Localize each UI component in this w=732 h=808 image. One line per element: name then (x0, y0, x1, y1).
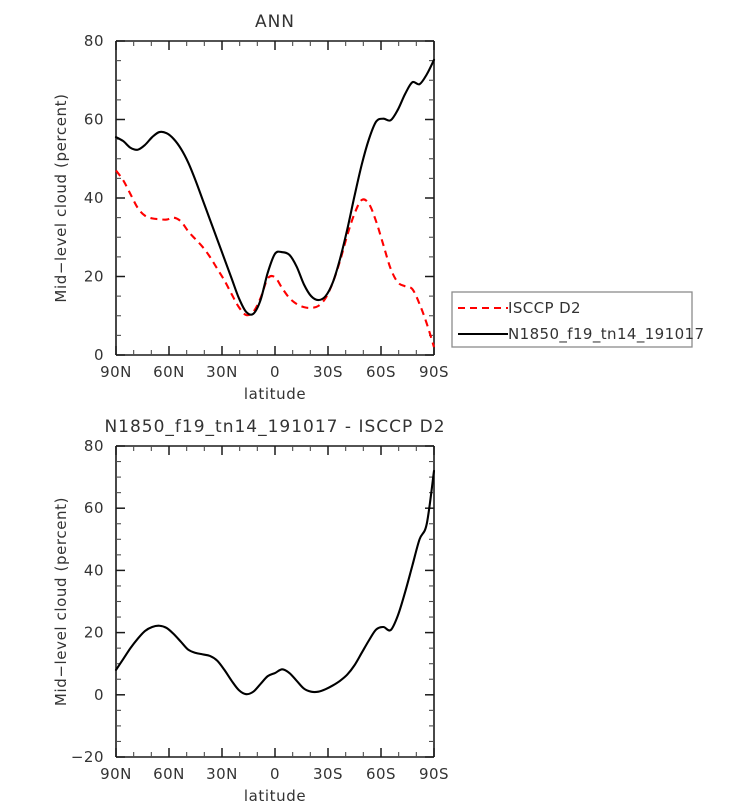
xtick-label: 60S (366, 765, 396, 783)
panel-title-1: N1850_f19_tn14_191017 - ISCCP D2 (104, 417, 445, 437)
x-axis-title-1: latitude (244, 787, 306, 805)
series-line-n1850-f19-tn14-191017-isccp-d2 (114, 469, 436, 696)
y-axis-ticks-1: −20 0 20 40 60 80 (71, 437, 434, 766)
ytick-label: 0 (94, 346, 104, 364)
ytick-label: 60 (84, 499, 104, 517)
xtick-label: 90N (100, 363, 132, 381)
xtick-label: 30N (206, 363, 238, 381)
xtick-label: 90N (100, 765, 132, 783)
xtick-label: 60S (366, 363, 396, 381)
ytick-label: 60 (84, 111, 104, 129)
xtick-label: 0 (270, 765, 280, 783)
xtick-label: 90S (419, 363, 449, 381)
series-line-n1850-f19-tn14-191017 (114, 58, 436, 316)
y-axis-title-0: Mid−level cloud (percent) (52, 93, 70, 302)
xtick-label: 30S (313, 765, 343, 783)
ytick-label: 20 (84, 268, 104, 286)
panel-climatology: ANN 90N 60N 30N 0 30S 60S 90S latitude 0 20 40 60 80 M… (52, 12, 449, 403)
xtick-label: 90S (419, 765, 449, 783)
legend-label-0: ISCCP D2 (508, 299, 581, 317)
legend-label-1: N1850_f19_tn14_191017 (508, 325, 704, 344)
x-axis-ticks-1: 90N 60N 30N 0 30S 60S 90S (100, 446, 449, 783)
axes-frame-0 (115, 40, 435, 356)
xtick-label: 0 (270, 363, 280, 381)
legend-item-0: ISCCP D2 (458, 299, 581, 317)
ytick-label: −20 (71, 748, 104, 766)
y-axis-ticks-0: 0 20 40 60 80 (84, 32, 434, 364)
x-axis-ticks-0: 90N 60N 30N 0 30S 60S 90S (100, 41, 449, 381)
xtick-label: 60N (153, 765, 185, 783)
legend-box (451, 291, 693, 348)
series-line-isccp-d2 (115, 169, 436, 348)
xtick-label: 30S (313, 363, 343, 381)
ytick-label: 40 (84, 189, 104, 207)
ytick-label: 80 (84, 32, 104, 50)
legend: ISCCP D2 N1850_f19_tn14_191017 (451, 291, 704, 348)
axes-frame-1 (115, 445, 435, 758)
xtick-label: 30N (206, 765, 238, 783)
y-axis-title-1: Mid−level cloud (percent) (52, 497, 70, 706)
ytick-label: 0 (94, 686, 104, 704)
legend-item-1: N1850_f19_tn14_191017 (458, 325, 704, 344)
ytick-label: 40 (84, 561, 104, 579)
x-axis-title-0: latitude (244, 385, 306, 403)
ytick-label: 80 (84, 437, 104, 455)
ytick-label: 20 (84, 624, 104, 642)
panel-difference: N1850_f19_tn14_191017 - ISCCP D2 90N 60N 30… (52, 417, 449, 805)
panel-title-0: ANN (255, 12, 295, 32)
xtick-label: 60N (153, 363, 185, 381)
